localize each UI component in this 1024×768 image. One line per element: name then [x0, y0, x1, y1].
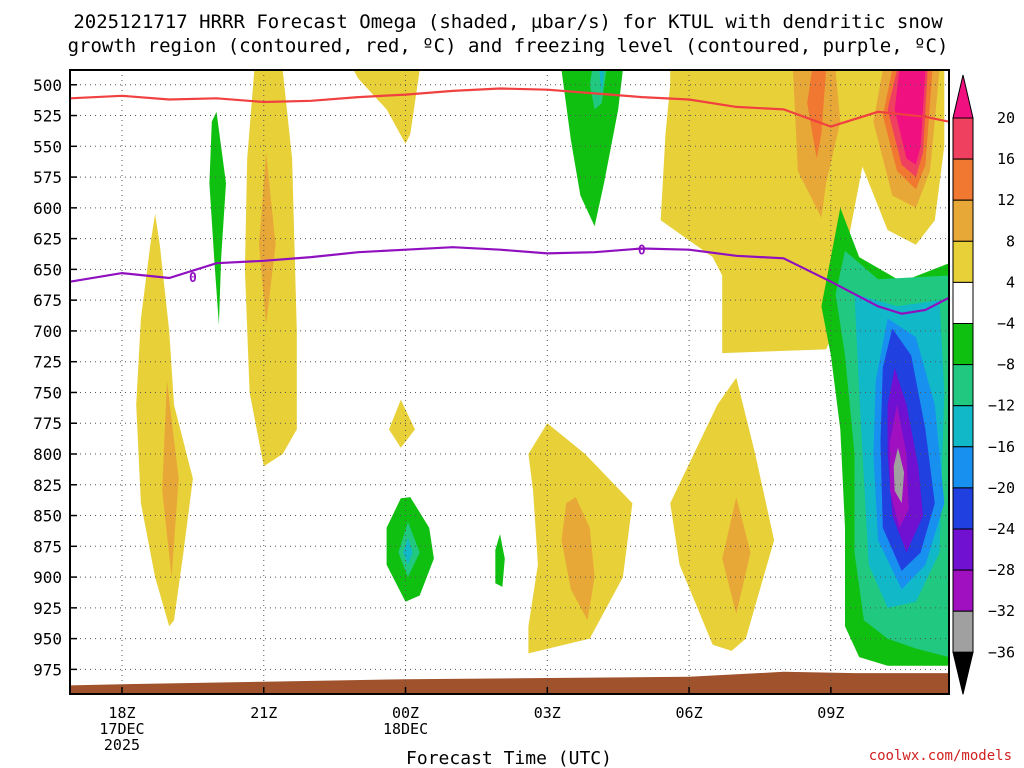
x-tick-label: 03Z — [534, 704, 561, 722]
omega-region-18 — [722, 497, 751, 614]
omega-region-1 — [162, 380, 179, 578]
y-tick-label: 850 — [33, 507, 62, 526]
omega-region-13 — [561, 70, 623, 227]
colorbar-swatch — [952, 528, 974, 571]
colorbar-label: −24 — [988, 520, 1015, 538]
colorbar-swatch — [952, 610, 974, 653]
colorbar-swatch — [952, 158, 974, 201]
y-tick-label: 675 — [33, 291, 62, 310]
y-tick-label: 875 — [33, 537, 62, 556]
contour-lines: 00 — [70, 87, 949, 315]
x-tick-label: 06Z — [676, 704, 703, 722]
freezing-level-label: 0 — [189, 271, 197, 286]
colorbar-label: −28 — [988, 561, 1015, 579]
freezing-level-label: 0 — [638, 244, 646, 259]
colorbar-top-arrow — [952, 74, 974, 119]
colorbar-swatch — [952, 487, 974, 530]
x-axis-label: Forecast Time (UTC) — [406, 748, 612, 768]
y-tick-label: 825 — [33, 476, 62, 495]
omega-region-5 — [353, 70, 420, 144]
y-tick-label: 700 — [33, 322, 62, 341]
y-tick-label: 725 — [33, 353, 62, 372]
colorbar-label: 4 — [1006, 273, 1015, 291]
y-tick-label: 750 — [33, 383, 62, 402]
y-tick-label: 550 — [33, 137, 62, 156]
colorbar-label: 8 — [1006, 232, 1015, 250]
x-tick-label: 00Z — [392, 704, 419, 722]
y-tick-label: 950 — [33, 630, 62, 649]
colorbar: 20 16 12 8 4 −4 −8 −12 −16 −20 −24 −28 −32 −36 — [952, 74, 1015, 695]
colorbar-label: −36 — [988, 643, 1015, 661]
gridlines — [70, 70, 949, 694]
omega-region-25 — [894, 70, 926, 165]
colorbar-label: −4 — [997, 315, 1015, 333]
x-tick-label: 09Z — [817, 704, 844, 722]
colorbar-bottom-arrow — [952, 651, 974, 695]
chart-title-line-1: 2025121717 HRRR Forecast Omega (shaded, … — [73, 11, 943, 33]
y-tick-label: 975 — [33, 660, 62, 679]
x-tick-label: 2025 — [104, 736, 140, 754]
terrain-fill — [70, 671, 949, 694]
omega-region-12 — [561, 497, 595, 621]
credit-text: coolwx.com/models — [869, 748, 1012, 764]
omega-region-15 — [599, 70, 604, 95]
omega-region-6 — [389, 399, 415, 448]
omega-region-10 — [495, 534, 505, 587]
colorbar-swatch — [952, 364, 974, 407]
y-tick-label: 775 — [33, 414, 62, 433]
colorbar-swatch — [952, 240, 974, 283]
colorbar-label: −16 — [988, 438, 1015, 456]
y-axis: 500 525 550 575 600 625 650 675 700 725 750 775 800 8… — [33, 76, 77, 679]
colorbar-swatch — [952, 405, 974, 448]
omega-region-20 — [807, 70, 827, 159]
y-tick-label: 800 — [33, 445, 62, 464]
x-tick-label: 17DEC — [99, 720, 144, 738]
colorbar-label: −12 — [988, 397, 1015, 415]
x-tick-label: 21Z — [250, 704, 277, 722]
y-tick-label: 500 — [33, 76, 62, 95]
y-tick-label: 625 — [33, 230, 62, 249]
x-tick-label: 18DEC — [383, 720, 428, 738]
omega-region-4 — [259, 152, 276, 325]
omega-region-0 — [136, 214, 193, 627]
y-tick-label: 925 — [33, 599, 62, 618]
colorbar-label: 16 — [997, 150, 1015, 168]
omega-shading — [136, 70, 949, 666]
y-tick-label: 900 — [33, 568, 62, 587]
x-tick-label: 18Z — [108, 704, 135, 722]
y-tick-label: 600 — [33, 199, 62, 218]
omega-region-9 — [403, 537, 413, 565]
omega-region-33 — [893, 447, 905, 504]
y-tick-label: 575 — [33, 168, 62, 187]
y-tick-label: 525 — [33, 107, 62, 126]
colorbar-label: −20 — [988, 479, 1015, 497]
colorbar-swatch — [952, 117, 974, 160]
colorbar-swatch — [952, 281, 974, 324]
colorbar-swatch — [952, 323, 974, 366]
omega-region-17 — [670, 377, 775, 651]
terrain-surface — [70, 671, 949, 694]
colorbar-label: 12 — [997, 191, 1015, 209]
colorbar-label: −32 — [988, 602, 1015, 620]
colorbar-label: 20 — [997, 109, 1015, 127]
colorbar-swatch — [952, 569, 974, 612]
colorbar-swatch — [952, 199, 974, 242]
series-line-0 — [70, 87, 949, 128]
omega-region-2 — [209, 111, 226, 325]
y-tick-label: 650 — [33, 260, 62, 279]
colorbar-label: −8 — [997, 356, 1015, 374]
chart-title-line-2: growth region (contoured, red, ºC) and f… — [68, 35, 949, 57]
series-line-1 — [70, 246, 949, 315]
colorbar-swatch — [952, 446, 974, 489]
plot-frame — [69, 69, 950, 695]
